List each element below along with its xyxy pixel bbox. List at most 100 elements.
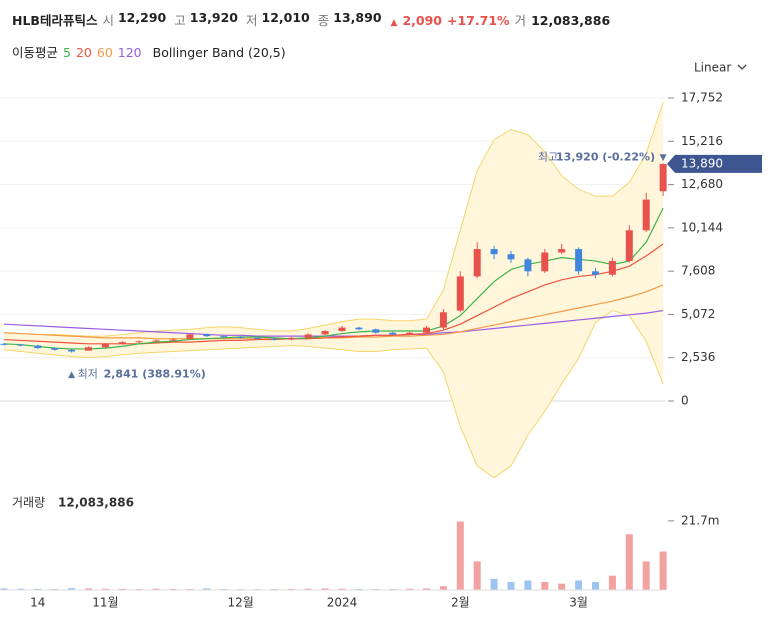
candle-body xyxy=(186,334,194,339)
ma-label: 이동평균 xyxy=(12,45,59,60)
volume-bar xyxy=(473,561,481,590)
candle-body xyxy=(456,276,464,311)
volume-bar xyxy=(34,588,42,590)
candle-body xyxy=(17,344,25,346)
ma-line xyxy=(3,243,664,345)
indicator-legend: 이동평균 5 20 60 120 Bollinger Band (20,5) xyxy=(12,42,286,61)
candle-body xyxy=(507,254,515,260)
price-panel: 17,752 15,216 12,680 10,144 7,608 5,072 2,536 0… xyxy=(0,91,762,479)
volume-bar xyxy=(17,588,25,590)
volume-label: 거 xyxy=(514,13,527,28)
price-items: 시 12,290 고 13,920 저 12,010 종 13,890 xyxy=(102,10,385,29)
candle-body xyxy=(625,230,633,262)
volume-bar xyxy=(592,582,599,590)
candle-body xyxy=(608,261,616,275)
candle-body xyxy=(287,337,295,340)
y-tick-label: 17,752 xyxy=(681,91,723,105)
candle-body xyxy=(118,342,126,344)
volume-bar xyxy=(558,583,566,590)
volume-panel: 21.7m 14 11월 12월 2024 2월 3월 xyxy=(0,513,719,610)
candle-body xyxy=(203,334,211,337)
candle-body xyxy=(439,312,447,328)
volume-bar xyxy=(321,588,329,590)
high-arrow: ▼ xyxy=(660,153,667,163)
candle-body xyxy=(406,332,414,335)
volume-bar xyxy=(118,588,126,590)
item-label: 시 xyxy=(102,13,114,28)
candle-body xyxy=(473,249,481,277)
y-tick-label: 0 xyxy=(681,394,689,408)
volume-bar xyxy=(338,588,346,590)
ma-legend: 5 xyxy=(63,45,71,60)
last-price-tag xyxy=(667,154,762,173)
high-text: 13,920 (-0.22%) xyxy=(556,150,655,163)
scale-mode[interactable]: Linear xyxy=(694,61,731,75)
candle-body xyxy=(389,332,397,335)
y-tick-label: 7,608 xyxy=(681,264,715,278)
candle-body xyxy=(85,347,92,351)
candle-body xyxy=(304,334,312,338)
candle-body xyxy=(169,339,177,341)
ma-line xyxy=(3,309,664,337)
volume-bar xyxy=(304,588,312,590)
volume-bar xyxy=(642,561,650,590)
volume-bar xyxy=(406,588,414,590)
bollinger-area xyxy=(4,102,664,478)
item-value: 12,010 xyxy=(261,10,310,25)
candle-body xyxy=(490,249,498,255)
candle-body xyxy=(101,343,109,348)
volume-bar xyxy=(625,534,633,590)
header: HLB테라퓨틱스 시 12,290 고 13,920 저 12,010 종 13,890 ▲ … xyxy=(12,10,610,29)
candle-body xyxy=(68,349,76,352)
x-tick-label: 11월 xyxy=(92,596,118,610)
low-arrow: ▲ xyxy=(68,370,75,380)
volume-tick-label: 21.7m xyxy=(681,513,719,527)
candle-body xyxy=(642,199,650,231)
x-tick-label: 3월 xyxy=(569,596,588,610)
volume-bar xyxy=(85,588,92,590)
ma-line xyxy=(3,207,664,350)
volume-bar xyxy=(507,582,515,590)
volume-bar xyxy=(456,521,464,590)
last-price-label: 13,890 xyxy=(681,156,723,170)
candle-body xyxy=(592,271,599,275)
y-tick-label: 10,144 xyxy=(681,220,723,234)
low-text: 2,841 (388.91%) xyxy=(104,368,206,381)
candle-body xyxy=(135,341,143,343)
candle-body xyxy=(355,327,363,330)
stock-name: HLB테라퓨틱스 xyxy=(12,13,98,28)
bollinger-lower xyxy=(3,309,664,479)
volume-bar xyxy=(0,588,8,590)
volume-bar xyxy=(423,588,430,590)
dropdown-chevron[interactable] xyxy=(737,64,747,70)
candle-body xyxy=(524,259,532,272)
y-tick-label: 12,680 xyxy=(681,177,723,191)
candle-body xyxy=(575,249,583,272)
y-tick-label: 2,536 xyxy=(681,350,715,364)
candle-body xyxy=(321,331,329,335)
x-tick-label: 14 xyxy=(30,596,45,610)
volume-bar xyxy=(101,588,109,590)
ma-legend: 120 xyxy=(117,45,142,60)
candle-body xyxy=(34,345,42,349)
volume-bar xyxy=(169,588,177,590)
volume-bar xyxy=(203,588,211,590)
candle-body xyxy=(659,163,667,192)
change-pct: +17.71% xyxy=(447,13,510,28)
candle-body xyxy=(0,343,8,345)
change-arrow: ▲ xyxy=(390,18,398,28)
volume-bar xyxy=(524,580,532,590)
item-value: 13,920 xyxy=(189,10,238,25)
y-tick-label: 15,216 xyxy=(681,134,723,148)
candle-body xyxy=(152,340,160,342)
ma-legend: 60 xyxy=(96,45,113,60)
candle-body xyxy=(558,249,566,253)
high-label: 최고 xyxy=(538,150,558,163)
candle-body xyxy=(220,336,228,338)
candle-body xyxy=(51,348,59,350)
candle-body xyxy=(270,338,278,340)
low-label: 최저 xyxy=(78,368,98,381)
volume-bar xyxy=(608,575,616,590)
